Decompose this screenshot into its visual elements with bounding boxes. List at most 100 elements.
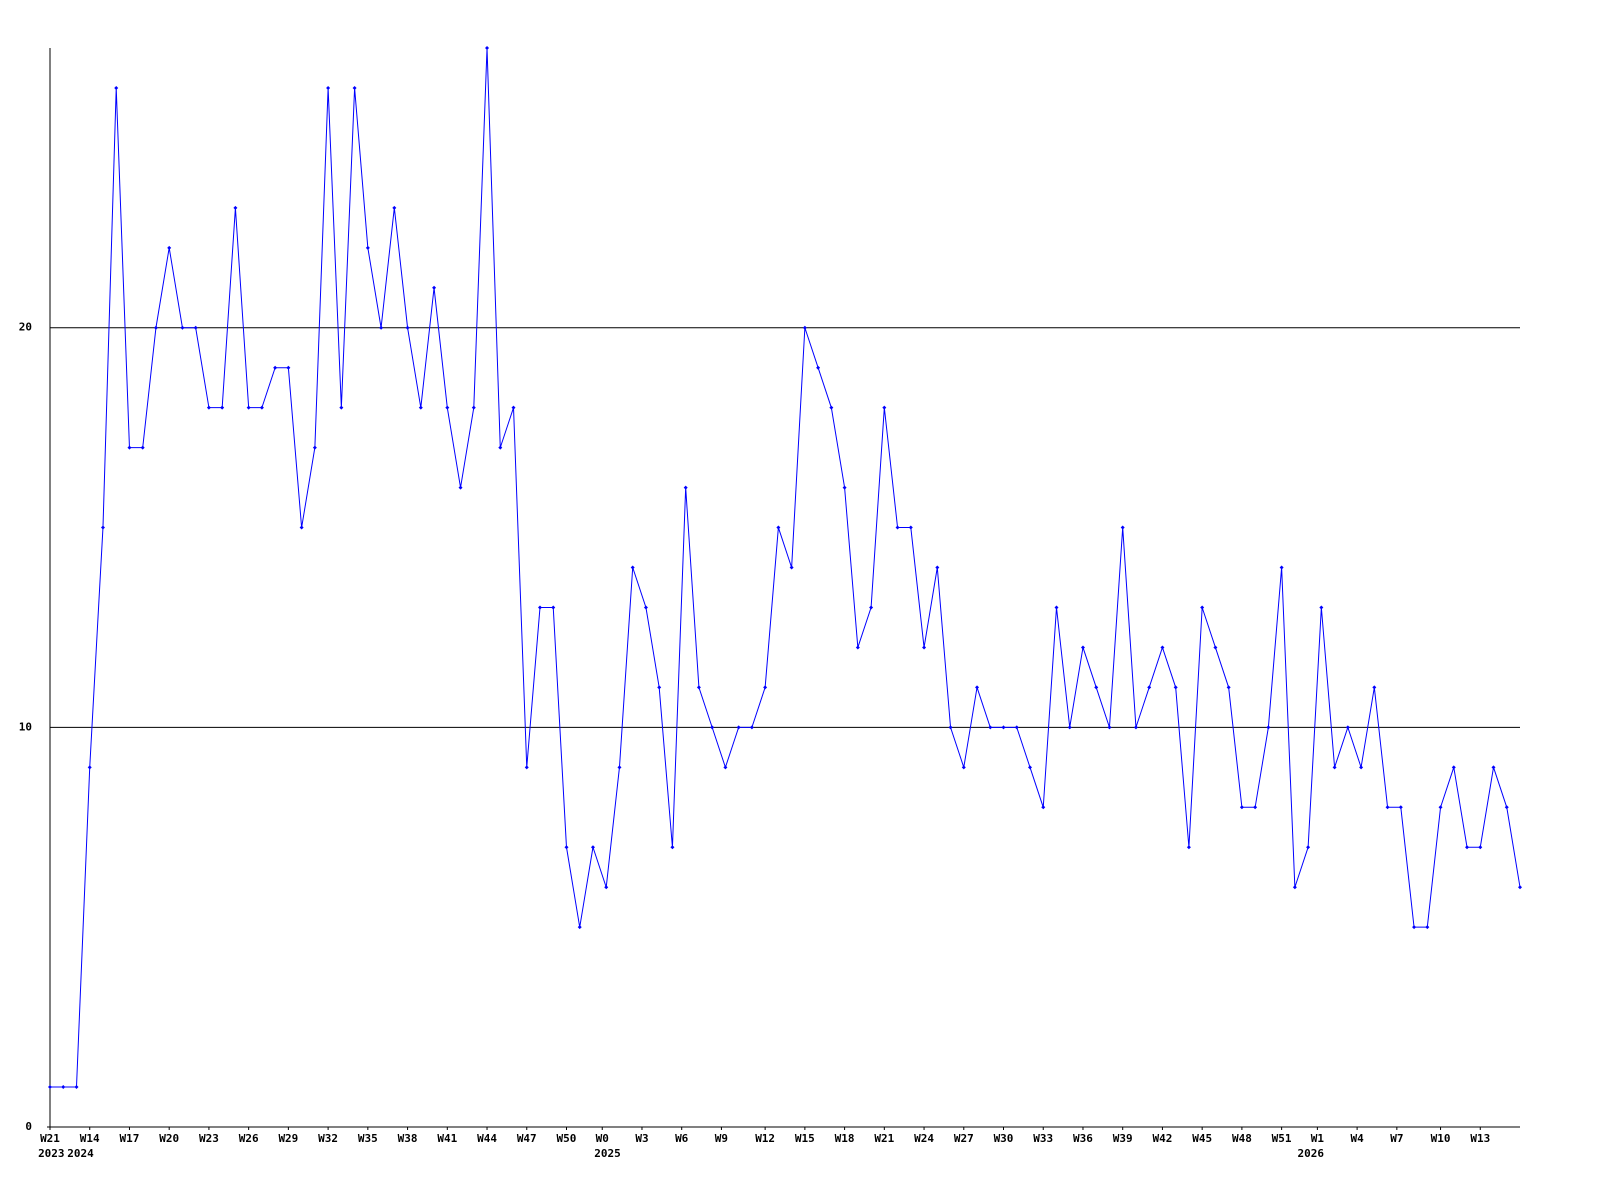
data-point (1504, 805, 1509, 810)
x-tick-label: W0 (596, 1132, 609, 1145)
x-tick-label: W42 (1152, 1132, 1172, 1145)
data-point (74, 1085, 79, 1090)
x-tick-label: W45 (1192, 1132, 1212, 1145)
data-point (524, 765, 529, 770)
x-tick-label: W24 (914, 1132, 934, 1145)
data-point (657, 685, 662, 690)
data-point (1173, 685, 1178, 690)
data-point (498, 445, 503, 450)
data-point (723, 765, 728, 770)
x-tick-label: W44 (477, 1132, 497, 1145)
data-point (312, 445, 317, 450)
data-point (670, 845, 675, 850)
x-tick-label: W32 (318, 1132, 338, 1145)
x-tick-label: W38 (398, 1132, 418, 1145)
data-point (736, 725, 741, 730)
x-tick-label: W20 (159, 1132, 179, 1145)
data-point (1147, 685, 1152, 690)
data-point (140, 445, 145, 450)
data-point (590, 845, 595, 850)
data-point (564, 845, 569, 850)
data-point (246, 405, 251, 410)
data-point (365, 245, 370, 250)
data-point (233, 205, 238, 210)
data-point (220, 405, 225, 410)
data-point (696, 685, 701, 690)
x-tick-label: W9 (715, 1132, 728, 1145)
x-tick-label: W10 (1431, 1132, 1451, 1145)
data-point (948, 725, 953, 730)
x-tick-label: W13 (1470, 1132, 1490, 1145)
x-tick-label: W6 (675, 1132, 689, 1145)
data-point (551, 605, 556, 610)
x-tick-label: W50 (557, 1132, 577, 1145)
data-point (816, 365, 821, 370)
data-point (153, 325, 158, 330)
data-point (1160, 645, 1165, 650)
data-point (1067, 725, 1072, 730)
x-tick-label: W17 (120, 1132, 140, 1145)
data-point (127, 445, 132, 450)
x-tick-label: W47 (517, 1132, 537, 1145)
data-point (1080, 645, 1085, 650)
x-tick-label: W14 (80, 1132, 100, 1145)
data-point (87, 765, 92, 770)
data-point (114, 85, 119, 90)
data-point (1133, 725, 1138, 730)
data-point (855, 645, 860, 650)
data-point (1279, 565, 1284, 570)
x-tick-label: W21 (40, 1132, 60, 1145)
data-point (286, 365, 291, 370)
data-point (895, 525, 900, 530)
x-tick-label: W48 (1232, 1132, 1252, 1145)
data-point (1239, 805, 1244, 810)
x-tick-label: W3 (635, 1132, 648, 1145)
data-point (167, 245, 172, 250)
data-point (511, 405, 516, 410)
data-point (1319, 605, 1324, 610)
data-point (1120, 525, 1125, 530)
data-point (829, 405, 834, 410)
x-tick-label: W35 (358, 1132, 378, 1145)
data-point (789, 565, 794, 570)
x-tick-label: W1 (1311, 1132, 1325, 1145)
data-point (379, 325, 384, 330)
data-point (405, 325, 410, 330)
year-label: 2023 (38, 1147, 65, 1160)
data-point (339, 405, 344, 410)
data-point (1398, 805, 1403, 810)
data-point (975, 685, 980, 690)
x-tick-label: W4 (1350, 1132, 1364, 1145)
data-point (1213, 645, 1218, 650)
data-point (352, 85, 357, 90)
data-point (630, 565, 635, 570)
x-tick-label: W41 (437, 1132, 457, 1145)
data-point (1226, 685, 1231, 690)
data-point (1253, 805, 1258, 810)
data-point (485, 46, 490, 50)
data-point (1332, 765, 1337, 770)
data-point (802, 325, 807, 330)
data-point (538, 605, 542, 610)
data-point (869, 605, 874, 610)
data-point (471, 405, 476, 410)
data-point (1094, 685, 1099, 690)
data-point (1292, 885, 1297, 890)
data-point (445, 405, 450, 410)
data-point (908, 525, 913, 530)
data-point (1478, 845, 1483, 850)
data-point (776, 525, 781, 530)
data-point (763, 685, 768, 690)
data-point (922, 645, 927, 650)
x-tick-label: W33 (1033, 1132, 1053, 1145)
data-point (326, 85, 331, 90)
x-tick-label: W7 (1390, 1132, 1403, 1145)
data-point (749, 725, 754, 730)
x-tick-label: W15 (795, 1132, 815, 1145)
data-point (683, 485, 688, 490)
data-point (1359, 765, 1364, 770)
data-point (577, 925, 582, 930)
data-point (1412, 925, 1417, 930)
